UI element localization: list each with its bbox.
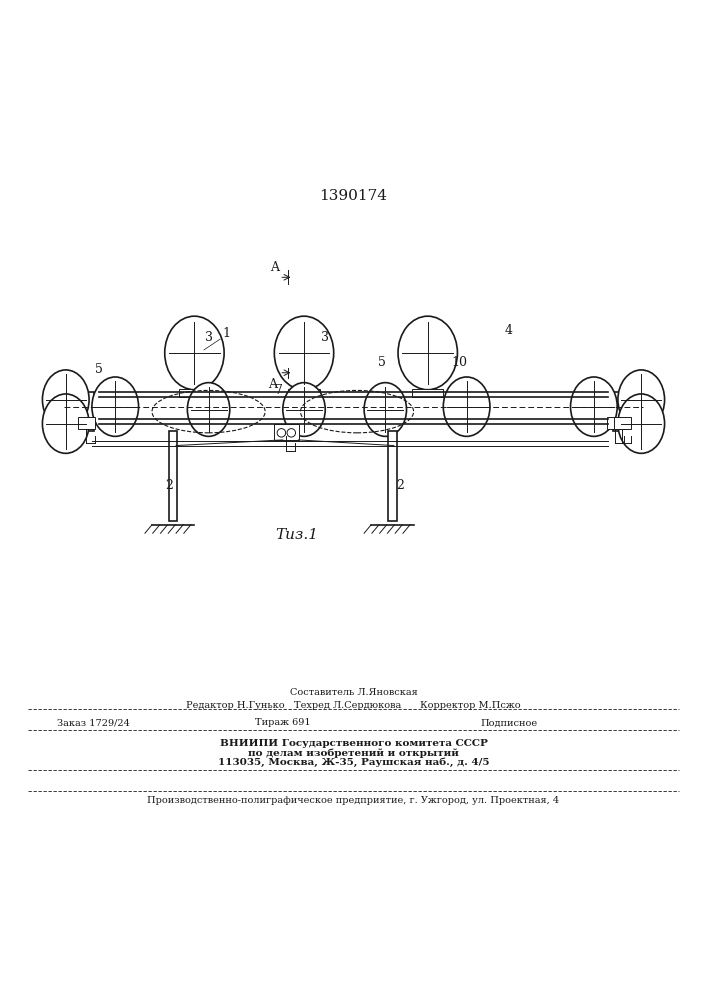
Bar [179,389,210,397]
Text: 10: 10 [451,356,467,369]
Text: Составитель Л.Яновская: Составитель Л.Яновская [290,688,417,697]
Ellipse shape [165,316,224,390]
Text: A: A [268,378,276,391]
Ellipse shape [364,383,407,436]
Bar [614,392,645,431]
Text: A: A [270,261,279,274]
Bar [169,431,177,521]
Text: Тираж 691: Тираж 691 [255,718,310,727]
Bar [78,417,95,429]
Text: 3: 3 [321,331,329,344]
Bar [288,389,320,397]
Ellipse shape [92,377,139,436]
Ellipse shape [398,316,457,390]
Text: Заказ 1729/24: Заказ 1729/24 [57,718,129,727]
Circle shape [287,429,296,437]
Text: по делам изобретений и открытий: по делам изобретений и открытий [248,748,459,758]
Text: 5: 5 [95,363,103,376]
Text: 1390174: 1390174 [320,189,387,203]
Text: Подписное: Подписное [481,718,537,727]
Circle shape [277,429,286,437]
Ellipse shape [42,370,89,429]
Text: ВНИИПИ Государственного комитета СССР: ВНИИПИ Государственного комитета СССР [220,739,487,748]
Ellipse shape [274,316,334,390]
Text: Производственно-полиграфическое предприятие, г. Ужгород, ул. Проектная, 4: Производственно-полиграфическое предприя… [148,796,559,805]
Bar [278,424,295,436]
Bar [274,424,299,440]
Ellipse shape [618,394,665,453]
Text: Τиз.1: Τиз.1 [276,528,318,542]
Text: 1: 1 [222,327,230,340]
Text: 2: 2 [165,479,173,492]
Text: Редактор Н.Гунько   Техред Л.Сердюкова      Корректор М.Псжо: Редактор Н.Гунько Техред Л.Сердюкова Кор… [186,701,521,710]
Ellipse shape [283,383,325,436]
Text: 113035, Москва, Ж-35, Раушская наб., д. 4/5: 113035, Москва, Ж-35, Раушская наб., д. … [218,758,489,767]
Bar [607,417,624,429]
Ellipse shape [571,377,617,436]
Text: 5: 5 [378,356,386,369]
Bar [614,417,631,429]
Text: 2: 2 [396,479,404,492]
Ellipse shape [443,377,490,436]
Bar [388,431,397,521]
Ellipse shape [618,370,665,429]
Text: 4: 4 [505,324,513,337]
Bar [62,392,93,431]
Ellipse shape [187,383,230,436]
Text: 7: 7 [275,384,284,397]
Text: 3: 3 [204,331,213,344]
Bar [412,389,443,397]
Ellipse shape [42,394,89,453]
